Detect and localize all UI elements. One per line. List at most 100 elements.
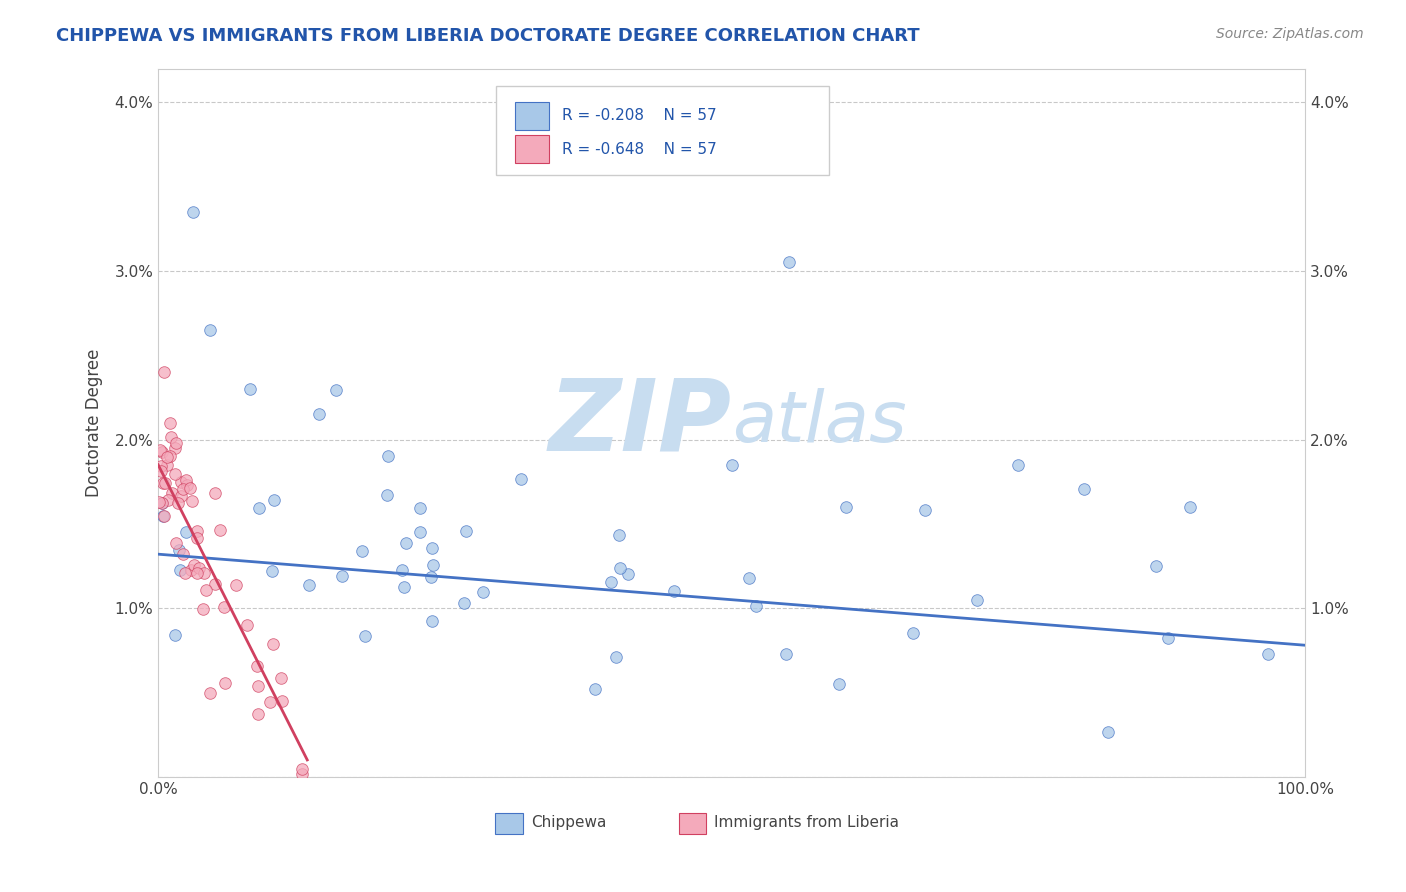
Point bbox=[354, 629, 377, 643]
Point bbox=[247, 679, 270, 693]
Point bbox=[775, 647, 797, 661]
Point bbox=[600, 575, 623, 590]
Point bbox=[186, 566, 208, 581]
Point bbox=[617, 566, 640, 581]
Point bbox=[394, 536, 416, 550]
FancyBboxPatch shape bbox=[679, 813, 706, 834]
Point bbox=[914, 503, 936, 517]
Point bbox=[174, 474, 197, 488]
Point bbox=[271, 694, 294, 708]
Point bbox=[172, 548, 194, 562]
Point bbox=[165, 467, 187, 481]
Point bbox=[720, 458, 742, 472]
Point bbox=[737, 571, 759, 585]
Point bbox=[198, 323, 221, 337]
Point bbox=[1257, 647, 1279, 661]
Point bbox=[308, 407, 330, 421]
Point bbox=[156, 458, 179, 472]
Point bbox=[901, 625, 924, 640]
Point bbox=[181, 493, 204, 508]
Point bbox=[149, 464, 172, 478]
Point bbox=[160, 430, 183, 444]
Point bbox=[1097, 725, 1119, 739]
Point bbox=[165, 536, 187, 550]
Point bbox=[174, 524, 197, 539]
Point bbox=[153, 476, 176, 491]
FancyBboxPatch shape bbox=[515, 102, 550, 130]
Text: Immigrants from Liberia: Immigrants from Liberia bbox=[714, 815, 900, 830]
Text: R = -0.648    N = 57: R = -0.648 N = 57 bbox=[562, 142, 717, 157]
Point bbox=[200, 686, 222, 700]
Point bbox=[246, 659, 269, 673]
Point bbox=[377, 450, 399, 464]
Point bbox=[453, 596, 475, 610]
Text: atlas: atlas bbox=[731, 388, 907, 457]
Point bbox=[204, 486, 226, 500]
Point bbox=[249, 501, 271, 516]
Point bbox=[173, 482, 195, 496]
Point bbox=[325, 383, 347, 397]
Point bbox=[188, 561, 211, 575]
Point bbox=[262, 636, 284, 650]
Point bbox=[605, 650, 627, 665]
Point bbox=[159, 416, 181, 430]
FancyBboxPatch shape bbox=[496, 87, 830, 175]
Point bbox=[176, 478, 198, 492]
Point bbox=[1156, 631, 1178, 645]
Point bbox=[1007, 458, 1029, 472]
Point bbox=[828, 676, 851, 690]
Point bbox=[375, 488, 398, 502]
Point bbox=[745, 599, 768, 614]
Point bbox=[454, 524, 477, 539]
Point bbox=[183, 558, 205, 573]
Point bbox=[394, 580, 416, 594]
Point bbox=[179, 482, 201, 496]
Point bbox=[332, 568, 354, 582]
Point bbox=[181, 205, 204, 219]
Point bbox=[778, 255, 800, 269]
Point bbox=[263, 492, 285, 507]
Point bbox=[150, 445, 173, 459]
Point bbox=[191, 602, 214, 616]
Point bbox=[966, 593, 988, 607]
Point bbox=[1180, 500, 1202, 514]
Point bbox=[153, 365, 176, 379]
Point bbox=[149, 442, 172, 457]
Point bbox=[225, 578, 247, 592]
Point bbox=[409, 524, 432, 539]
Point bbox=[150, 495, 173, 509]
Point bbox=[420, 614, 443, 628]
Point bbox=[157, 493, 180, 508]
Point bbox=[246, 706, 269, 721]
Point bbox=[169, 563, 191, 577]
Y-axis label: Doctorate Degree: Doctorate Degree bbox=[86, 349, 103, 497]
FancyBboxPatch shape bbox=[515, 135, 550, 163]
Text: Source: ZipAtlas.com: Source: ZipAtlas.com bbox=[1216, 27, 1364, 41]
Point bbox=[291, 762, 314, 776]
Point bbox=[193, 566, 215, 580]
Point bbox=[471, 585, 494, 599]
Point bbox=[150, 459, 173, 474]
Point bbox=[835, 500, 858, 514]
Point bbox=[166, 496, 188, 510]
Point bbox=[186, 531, 208, 545]
Point bbox=[163, 627, 186, 641]
Text: CHIPPEWA VS IMMIGRANTS FROM LIBERIA DOCTORATE DEGREE CORRELATION CHART: CHIPPEWA VS IMMIGRANTS FROM LIBERIA DOCT… bbox=[56, 27, 920, 45]
Point bbox=[214, 676, 236, 690]
Point bbox=[148, 495, 170, 509]
Point bbox=[195, 583, 218, 598]
Point bbox=[583, 682, 606, 697]
Point bbox=[422, 541, 444, 555]
Point bbox=[262, 564, 284, 578]
Point bbox=[153, 509, 176, 524]
Point bbox=[159, 449, 181, 463]
FancyBboxPatch shape bbox=[495, 813, 523, 834]
Point bbox=[165, 441, 187, 455]
Point bbox=[152, 475, 174, 490]
Point bbox=[350, 544, 373, 558]
Point bbox=[1073, 482, 1095, 496]
Point bbox=[174, 566, 197, 581]
Point bbox=[662, 583, 685, 598]
Point bbox=[298, 578, 321, 592]
Point bbox=[214, 599, 236, 614]
